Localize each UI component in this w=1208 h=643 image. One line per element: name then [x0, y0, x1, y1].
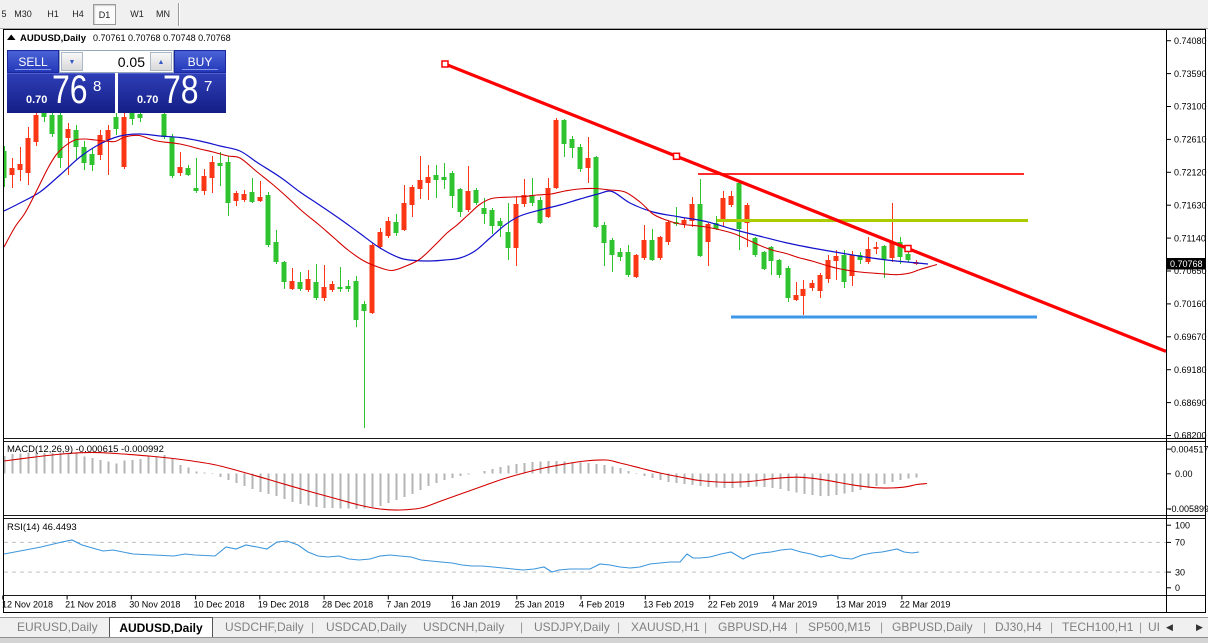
- svg-text:0.71630: 0.71630: [1174, 200, 1207, 210]
- svg-text:13 Feb 2019: 13 Feb 2019: [643, 600, 694, 610]
- svg-text:0.00: 0.00: [1175, 469, 1193, 479]
- svg-text:19 Dec 2018: 19 Dec 2018: [258, 600, 309, 610]
- svg-text:30: 30: [1175, 567, 1185, 577]
- svg-text:7 Jan 2019: 7 Jan 2019: [386, 600, 431, 610]
- svg-text:70: 70: [1175, 538, 1185, 548]
- svg-text:0.004517: 0.004517: [1171, 444, 1208, 454]
- svg-text:30 Nov 2018: 30 Nov 2018: [129, 600, 180, 610]
- svg-text:22 Mar 2019: 22 Mar 2019: [900, 600, 951, 610]
- svg-text:RSI(14) 46.4493: RSI(14) 46.4493: [7, 522, 77, 533]
- svg-text:0.69180: 0.69180: [1174, 365, 1207, 375]
- svg-text:0.70768: 0.70768: [1170, 259, 1203, 269]
- svg-text:13 Mar 2019: 13 Mar 2019: [836, 600, 887, 610]
- svg-text:22 Feb 2019: 22 Feb 2019: [708, 600, 759, 610]
- svg-text:25 Jan 2019: 25 Jan 2019: [515, 600, 565, 610]
- svg-text:-0.005899: -0.005899: [1169, 504, 1208, 514]
- svg-text:0.70761 0.70768 0.70748 0.7076: 0.70761 0.70768 0.70748 0.70768: [93, 33, 231, 43]
- svg-text:0.72120: 0.72120: [1174, 168, 1207, 178]
- svg-text:21 Nov 2018: 21 Nov 2018: [65, 600, 116, 610]
- svg-text:12 Nov 2018: 12 Nov 2018: [2, 600, 53, 610]
- svg-text:MACD(12,26,9) -0.000615 -0.000: MACD(12,26,9) -0.000615 -0.000992: [7, 444, 164, 455]
- svg-text:4 Feb 2019: 4 Feb 2019: [579, 600, 625, 610]
- svg-text:0.72610: 0.72610: [1174, 135, 1207, 145]
- svg-text:0.74080: 0.74080: [1174, 36, 1207, 46]
- svg-text:0.73590: 0.73590: [1174, 69, 1207, 79]
- svg-text:28 Dec 2018: 28 Dec 2018: [322, 600, 373, 610]
- svg-text:0.70160: 0.70160: [1174, 299, 1207, 309]
- svg-text:0.69670: 0.69670: [1174, 332, 1207, 342]
- svg-text:4 Mar 2019: 4 Mar 2019: [772, 600, 818, 610]
- svg-text:0.73100: 0.73100: [1174, 102, 1207, 112]
- svg-text:16 Jan 2019: 16 Jan 2019: [451, 600, 501, 610]
- svg-text:100: 100: [1175, 520, 1190, 530]
- svg-text:AUDUSD,Daily: AUDUSD,Daily: [20, 33, 87, 44]
- svg-text:0.68690: 0.68690: [1174, 398, 1207, 408]
- svg-text:0.68200: 0.68200: [1174, 431, 1207, 441]
- svg-text:10 Dec 2018: 10 Dec 2018: [194, 600, 245, 610]
- svg-text:0: 0: [1175, 583, 1180, 593]
- svg-text:0.71140: 0.71140: [1174, 233, 1206, 243]
- svg-text:0.70650: 0.70650: [1174, 266, 1207, 276]
